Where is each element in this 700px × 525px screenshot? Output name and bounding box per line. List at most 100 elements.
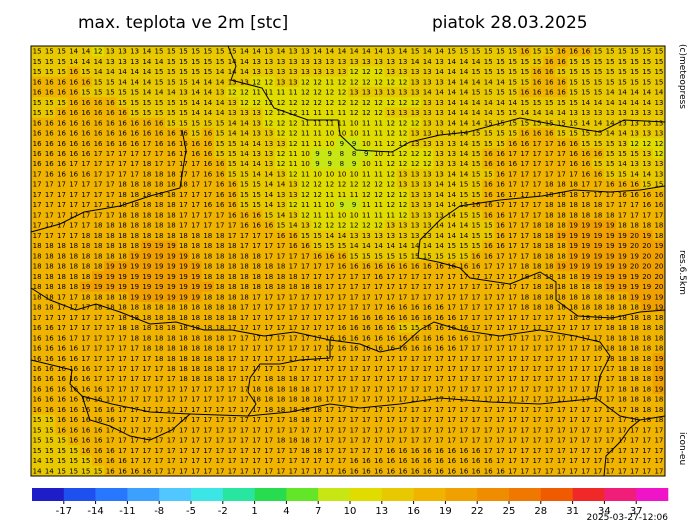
cell-value: 13 — [642, 160, 651, 168]
cell-value: 13 — [398, 232, 407, 240]
cell — [213, 301, 227, 313]
cell-value: 12 — [374, 191, 383, 199]
cell — [518, 86, 532, 98]
cell-value: 17 — [118, 396, 127, 404]
cell-value: 18 — [630, 355, 639, 363]
cell — [165, 179, 178, 190]
cell — [445, 220, 459, 231]
cell-value: 17 — [496, 252, 505, 260]
cell — [335, 353, 349, 364]
cell — [250, 312, 264, 323]
cell-value: 17 — [276, 416, 285, 424]
cell — [152, 86, 166, 98]
cell-value: 16 — [81, 170, 90, 178]
cell-value: 17 — [581, 437, 590, 445]
cell-value: 15 — [496, 58, 505, 66]
cell — [79, 455, 93, 467]
cell-value: 17 — [459, 385, 468, 393]
cell — [201, 363, 215, 375]
cell — [128, 168, 142, 180]
cell — [616, 76, 629, 88]
cell — [311, 414, 325, 426]
cell-value: 17 — [179, 457, 188, 465]
cell — [494, 199, 507, 211]
cell-value: 15 — [155, 48, 164, 56]
cell — [628, 455, 642, 467]
cell-value: 17 — [45, 191, 54, 199]
cell-value: 17 — [240, 334, 249, 342]
cell-value: 15 — [642, 181, 651, 189]
cell — [579, 46, 593, 57]
cell — [530, 148, 544, 160]
cell-value: 17 — [362, 375, 371, 383]
cell-value: 12 — [374, 222, 383, 230]
cell-value: 15 — [57, 467, 66, 475]
cell — [226, 220, 239, 231]
cell — [640, 271, 654, 282]
cell — [201, 322, 215, 334]
cell-value: 19 — [581, 263, 590, 271]
cell-value: 17 — [240, 365, 249, 373]
cell — [604, 271, 617, 282]
cell — [128, 76, 142, 88]
cell-value: 11 — [374, 140, 383, 148]
cell-value: 16 — [472, 263, 481, 271]
cell — [165, 220, 178, 231]
cell — [604, 455, 617, 467]
cell-value: 18 — [69, 242, 78, 250]
cell — [116, 353, 129, 364]
cell-value: 16 — [398, 334, 407, 342]
cell — [579, 189, 593, 200]
cell-value: 18 — [81, 232, 90, 240]
colorbar-label: 16 — [407, 506, 420, 517]
cell — [201, 46, 215, 57]
cell-value: 15 — [642, 58, 651, 66]
cell — [189, 148, 203, 160]
cell — [348, 189, 361, 200]
cell — [555, 455, 568, 467]
cell-value: 14 — [142, 48, 151, 56]
cell — [433, 76, 446, 88]
cell-value: 17 — [472, 365, 481, 373]
cell-value: 17 — [325, 447, 334, 455]
cell-value: 17 — [630, 201, 639, 209]
cell-value: 16 — [69, 345, 78, 353]
cell-value: 17 — [520, 160, 529, 168]
cell-value: 13 — [289, 48, 298, 56]
cell — [396, 46, 410, 57]
cell-value: 16 — [496, 232, 505, 240]
cell — [116, 220, 129, 231]
cell-value: 15 — [411, 324, 420, 332]
cell-value: 19 — [606, 252, 615, 260]
cell — [213, 383, 227, 395]
cell-value: 17 — [484, 447, 493, 455]
cell-value: 18 — [228, 242, 237, 250]
cell-value: 14 — [191, 109, 200, 117]
cell — [274, 383, 288, 395]
cell — [494, 322, 507, 334]
cell-value: 17 — [264, 416, 273, 424]
cell-value: 12 — [642, 140, 651, 148]
cell — [457, 363, 471, 375]
cell-value: 16 — [45, 119, 54, 127]
cell — [43, 445, 56, 456]
cell — [616, 465, 629, 477]
cell-value: 16 — [33, 375, 42, 383]
cell-value: 18 — [642, 324, 651, 332]
cell — [506, 138, 520, 149]
cell-value: 16 — [45, 324, 54, 332]
cell — [55, 271, 68, 282]
cell — [55, 281, 68, 293]
cell — [262, 189, 276, 200]
cell — [433, 404, 446, 415]
cell-value: 17 — [94, 160, 103, 168]
cell-value: 16 — [106, 140, 115, 148]
cell-value: 17 — [252, 426, 261, 434]
cell — [335, 127, 349, 139]
cell-value: 17 — [569, 355, 578, 363]
cell — [299, 240, 312, 252]
cell — [640, 394, 654, 405]
cell — [506, 342, 520, 354]
cell-value: 16 — [69, 375, 78, 383]
cell — [226, 209, 239, 221]
